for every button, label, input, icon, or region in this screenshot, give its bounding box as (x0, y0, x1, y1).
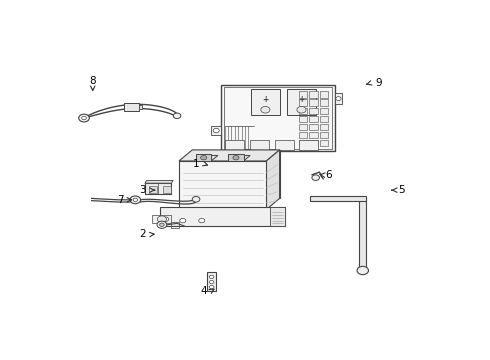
Text: +: + (262, 95, 269, 104)
Polygon shape (320, 91, 328, 98)
Polygon shape (320, 108, 328, 114)
Circle shape (180, 219, 186, 223)
Polygon shape (148, 186, 157, 193)
Polygon shape (320, 99, 328, 105)
Polygon shape (298, 91, 307, 98)
Circle shape (357, 266, 368, 275)
Circle shape (213, 128, 219, 133)
Circle shape (200, 156, 207, 160)
Circle shape (336, 97, 341, 100)
Text: 6: 6 (326, 170, 332, 180)
Polygon shape (192, 150, 280, 198)
Polygon shape (124, 103, 139, 111)
Circle shape (312, 175, 319, 180)
Polygon shape (298, 132, 307, 138)
Text: 7: 7 (117, 195, 123, 205)
Polygon shape (298, 123, 307, 130)
Text: 8: 8 (90, 76, 96, 86)
Circle shape (173, 113, 181, 118)
Circle shape (130, 196, 141, 204)
Polygon shape (145, 183, 172, 194)
Text: 3: 3 (140, 185, 146, 195)
Circle shape (209, 285, 214, 289)
Circle shape (209, 280, 214, 284)
Polygon shape (152, 215, 171, 223)
Polygon shape (309, 99, 318, 105)
Polygon shape (298, 99, 307, 105)
Circle shape (163, 217, 169, 221)
Text: 5: 5 (398, 185, 404, 195)
Circle shape (157, 221, 167, 228)
Polygon shape (220, 85, 335, 151)
Polygon shape (225, 140, 245, 150)
Polygon shape (267, 150, 280, 210)
Polygon shape (275, 140, 294, 150)
Text: 4: 4 (200, 286, 207, 296)
Text: +: + (298, 95, 305, 104)
Polygon shape (309, 132, 318, 138)
Polygon shape (228, 156, 250, 161)
Polygon shape (211, 126, 220, 135)
Polygon shape (320, 123, 328, 130)
Polygon shape (251, 89, 280, 115)
Text: 2: 2 (140, 229, 146, 239)
Text: 9: 9 (375, 78, 382, 89)
Text: 1: 1 (193, 159, 199, 169)
Polygon shape (320, 140, 328, 146)
Polygon shape (320, 132, 328, 138)
Polygon shape (299, 140, 318, 150)
Circle shape (160, 223, 164, 226)
Polygon shape (359, 198, 366, 268)
Circle shape (192, 197, 200, 202)
Polygon shape (309, 116, 318, 122)
Circle shape (82, 116, 86, 120)
Circle shape (79, 114, 89, 122)
Polygon shape (270, 207, 285, 226)
Polygon shape (228, 154, 244, 161)
Polygon shape (298, 116, 307, 122)
Polygon shape (160, 207, 285, 226)
Polygon shape (179, 150, 280, 161)
Polygon shape (250, 140, 269, 150)
Polygon shape (320, 116, 328, 122)
Polygon shape (309, 91, 318, 98)
Circle shape (209, 275, 214, 279)
Circle shape (297, 107, 306, 113)
Circle shape (199, 219, 205, 223)
Polygon shape (207, 272, 216, 291)
Circle shape (157, 216, 167, 222)
Polygon shape (309, 108, 318, 114)
Polygon shape (335, 93, 342, 104)
Polygon shape (287, 89, 316, 115)
Polygon shape (163, 186, 171, 193)
Polygon shape (309, 123, 318, 130)
Polygon shape (145, 180, 173, 183)
Circle shape (133, 198, 138, 202)
Polygon shape (196, 156, 218, 161)
Circle shape (233, 156, 239, 160)
Polygon shape (298, 108, 307, 114)
Circle shape (261, 107, 270, 113)
Polygon shape (179, 161, 267, 210)
Polygon shape (298, 140, 307, 146)
Polygon shape (139, 105, 142, 109)
Polygon shape (309, 140, 318, 146)
Polygon shape (196, 154, 211, 161)
Polygon shape (310, 196, 366, 201)
